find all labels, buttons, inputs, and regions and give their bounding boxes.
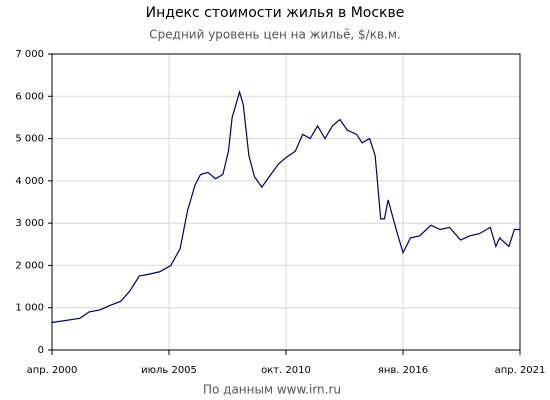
chart-title: Индекс стоимости жилья в Москве xyxy=(146,5,405,21)
y-tick-label: 5 000 xyxy=(15,134,44,145)
data-line xyxy=(51,89,520,324)
x-tick-label: июль 2005 xyxy=(141,365,197,376)
x-tick-label: окт. 2010 xyxy=(261,365,311,376)
y-tick-label: 2 000 xyxy=(15,260,44,271)
y-tick-label: 7 000 xyxy=(15,49,44,60)
y-tick-label: 6 000 xyxy=(15,91,44,102)
source-note: По данным www.irn.ru xyxy=(203,383,341,397)
x-tick-label: апр. 2021 xyxy=(495,365,546,376)
x-tick-label: янв. 2016 xyxy=(378,365,428,376)
y-tick-label: 4 000 xyxy=(15,176,44,187)
plot-frame xyxy=(51,53,521,351)
x-tick-label: апр. 2000 xyxy=(27,365,78,376)
y-tick-label: 0 xyxy=(38,345,44,356)
y-tick-label: 3 000 xyxy=(15,218,44,229)
y-tick-label: 1 000 xyxy=(15,303,44,314)
chart-subtitle: Средний уровень цен на жильё, $/кв.м. xyxy=(149,28,400,42)
